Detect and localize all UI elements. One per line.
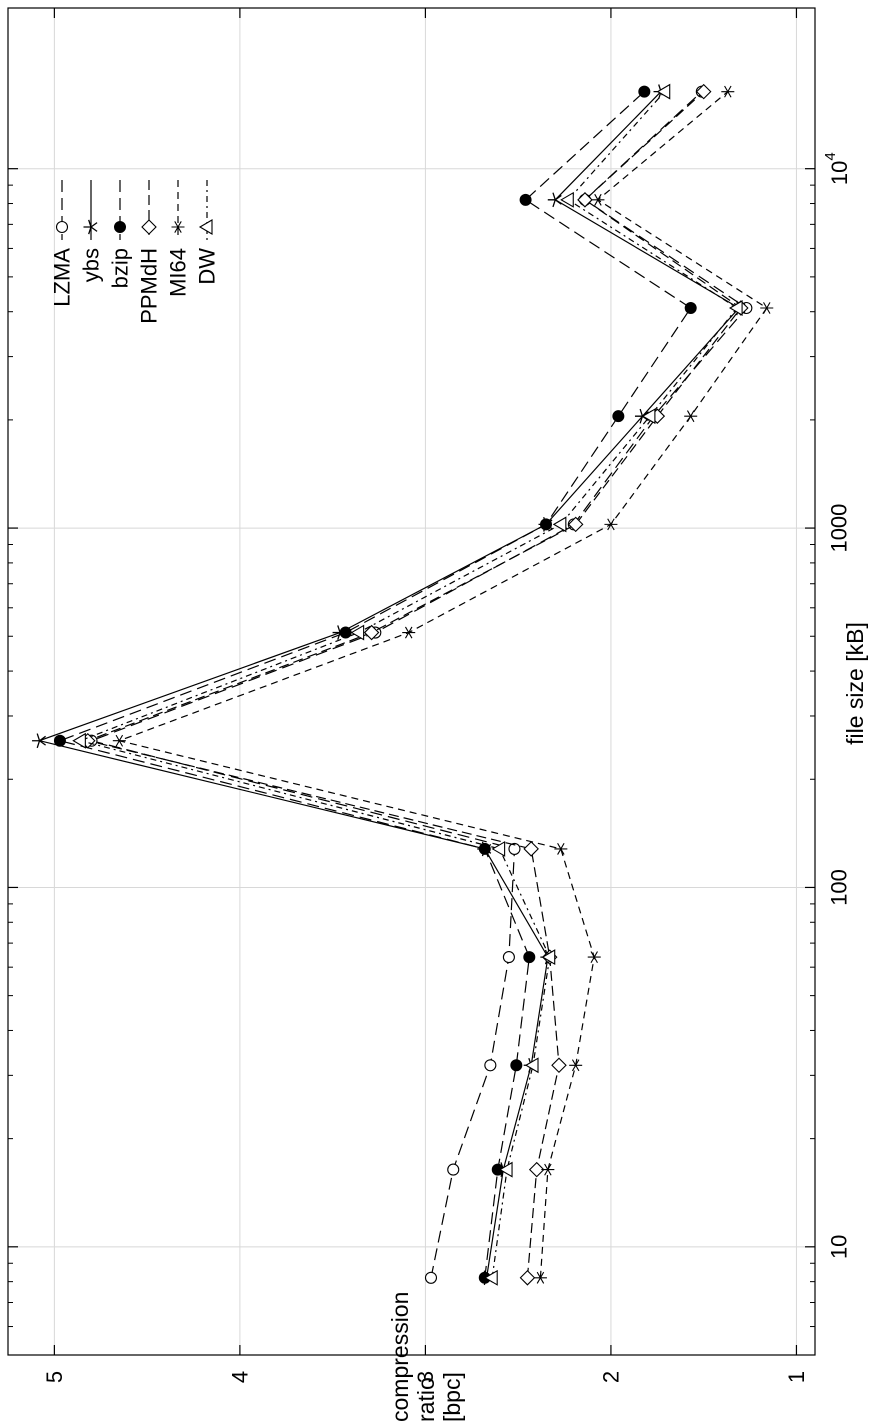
data-point: [112, 734, 126, 747]
legend-item-mi64: MI64: [166, 180, 191, 297]
series-dw: [72, 83, 743, 1286]
data-point: [524, 1057, 539, 1074]
data-point: [591, 193, 605, 206]
y-tick-label: 1: [784, 1371, 809, 1383]
x-tick-label: 100: [827, 869, 852, 906]
data-point: [695, 83, 712, 100]
data-point: [612, 410, 625, 423]
y-tick-label: 4: [227, 1371, 252, 1383]
data-point: [567, 516, 584, 533]
x-tick-label: 10: [827, 1235, 852, 1259]
grid: [8, 8, 815, 1355]
legend-item-lzma: LZMA: [50, 180, 75, 307]
plot-frame: [7, 7, 816, 1356]
data-point: [554, 843, 568, 855]
data-point: [569, 1059, 583, 1072]
series-line: [57, 91, 692, 1278]
data-point: [510, 1059, 523, 1072]
data-point: [540, 518, 552, 531]
data-point: [587, 951, 601, 964]
data-point: [32, 733, 46, 749]
legend-label: LZMA: [50, 248, 75, 307]
series-line: [89, 91, 748, 1278]
series-bzip: [53, 85, 697, 1284]
data-point: [339, 626, 352, 639]
data-point: [350, 624, 365, 641]
data-point: [424, 1271, 438, 1284]
data-point: [541, 1163, 555, 1176]
data-point: [484, 1269, 498, 1286]
x-tick-label: 1000: [827, 504, 852, 553]
x-axis-title: file size [kB]: [842, 622, 868, 745]
data-point: [547, 192, 562, 208]
data-point: [363, 624, 380, 641]
x-tick-label: 104: [822, 152, 852, 185]
data-point: [528, 1161, 545, 1178]
data-point: [519, 193, 532, 206]
data-point: [721, 85, 735, 98]
data-point: [519, 1270, 536, 1286]
legend-label: MI64: [166, 248, 191, 297]
data-point: [402, 626, 416, 639]
legend-label: DW: [195, 248, 220, 285]
legend-item-dw: DW: [195, 180, 220, 285]
legend-item-ppmdh: PPMdH: [137, 180, 162, 324]
data-point: [728, 300, 743, 316]
data-point: [83, 219, 98, 235]
legend-item-bzip: bzip: [108, 180, 133, 288]
data-point: [641, 408, 656, 425]
data-point: [533, 1271, 547, 1284]
y-tick-label: 3: [413, 1371, 438, 1383]
data-point: [577, 192, 593, 208]
data-point: [541, 949, 556, 966]
data-point: [498, 1161, 513, 1178]
data-point: [551, 1057, 567, 1074]
series-ppmdh: [79, 83, 749, 1286]
series-mi64: [112, 85, 774, 1284]
series-line: [85, 91, 742, 1278]
series-line: [78, 91, 738, 1278]
data-point: [72, 732, 86, 749]
data-point: [502, 951, 515, 964]
data-point: [198, 219, 213, 235]
data-point: [53, 734, 66, 747]
data-point: [508, 842, 521, 855]
data-point: [604, 518, 618, 531]
data-point: [523, 841, 539, 857]
legend: LZMA ybs bzip PPMdH MI64 DW: [50, 180, 220, 324]
legend-item-ybs: ybs: [79, 180, 104, 282]
data-point: [656, 83, 671, 100]
series-line: [37, 91, 740, 1278]
data-point: [55, 220, 69, 234]
data-point: [484, 1059, 497, 1072]
legend-label: PPMdH: [137, 248, 162, 324]
data-point: [141, 219, 157, 235]
legend-label: bzip: [108, 248, 133, 288]
series-line: [117, 91, 768, 1278]
data-point: [552, 516, 567, 533]
data-point: [523, 951, 536, 964]
data-point: [560, 191, 574, 208]
data-point: [447, 1163, 460, 1176]
y-axis-title: compression ratio [bpc]: [387, 1292, 465, 1422]
data-point: [684, 410, 698, 423]
legend-label: ybs: [79, 248, 104, 282]
data-point: [638, 85, 651, 98]
data-point: [114, 221, 126, 233]
data-point: [684, 302, 697, 315]
y-tick-label: 2: [598, 1371, 623, 1383]
data-point: [760, 302, 774, 314]
y-tick-label: 5: [42, 1371, 67, 1383]
data-point: [491, 840, 506, 857]
data-point: [634, 408, 649, 424]
data-point: [478, 842, 491, 855]
data-point: [171, 221, 185, 233]
